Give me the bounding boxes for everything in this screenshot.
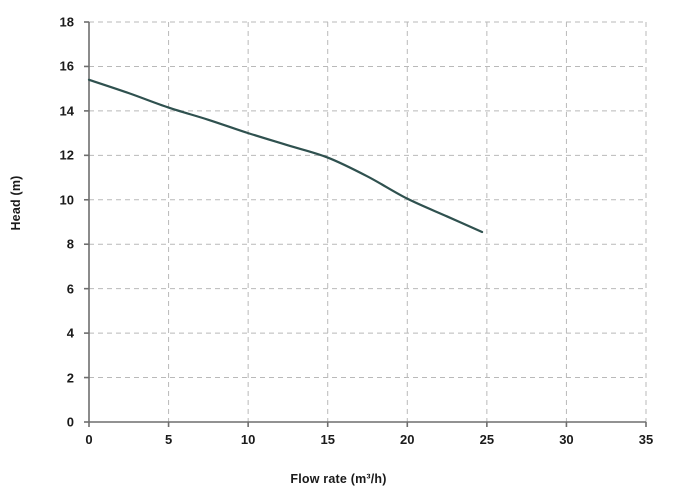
x-tick-label: 15	[320, 432, 335, 447]
x-tick-label: 35	[638, 432, 654, 447]
y-tick-label: 14	[59, 103, 74, 119]
y-tick-label: 12	[59, 147, 74, 163]
y-tick-label: 16	[59, 58, 74, 74]
axis-tick-marks	[84, 21, 647, 427]
y-axis-tick-labels: 0 2 4 6 8 10 12 14 16 18	[44, 0, 74, 500]
vertical-gridlines	[168, 22, 647, 422]
series-line-0	[87, 78, 484, 234]
x-tick-label: 25	[479, 432, 495, 447]
y-tick-label: 8	[66, 236, 74, 252]
x-axis-tick-labels: 0 5 10 15 20 25 30 35	[0, 432, 677, 456]
y-axis-title: Head (m)	[9, 175, 23, 231]
horizontal-gridlines	[89, 21, 646, 379]
x-tick-label: 0	[85, 432, 93, 447]
y-tick-label: 18	[59, 14, 74, 30]
y-tick-label: 4	[66, 325, 74, 341]
y-tick-label: 2	[66, 370, 74, 386]
y-tick-label: 6	[66, 281, 74, 297]
x-tick-label: 30	[559, 432, 574, 447]
x-tick-label: 20	[400, 432, 415, 447]
x-tick-label: 10	[240, 432, 256, 447]
data-series-group	[87, 78, 484, 234]
y-tick-label: 0	[66, 414, 74, 430]
x-axis-title: Flow rate (m³/h)	[290, 472, 387, 486]
y-tick-label: 10	[59, 192, 74, 208]
x-tick-label: 5	[164, 432, 173, 447]
axis-lines	[88, 22, 646, 423]
